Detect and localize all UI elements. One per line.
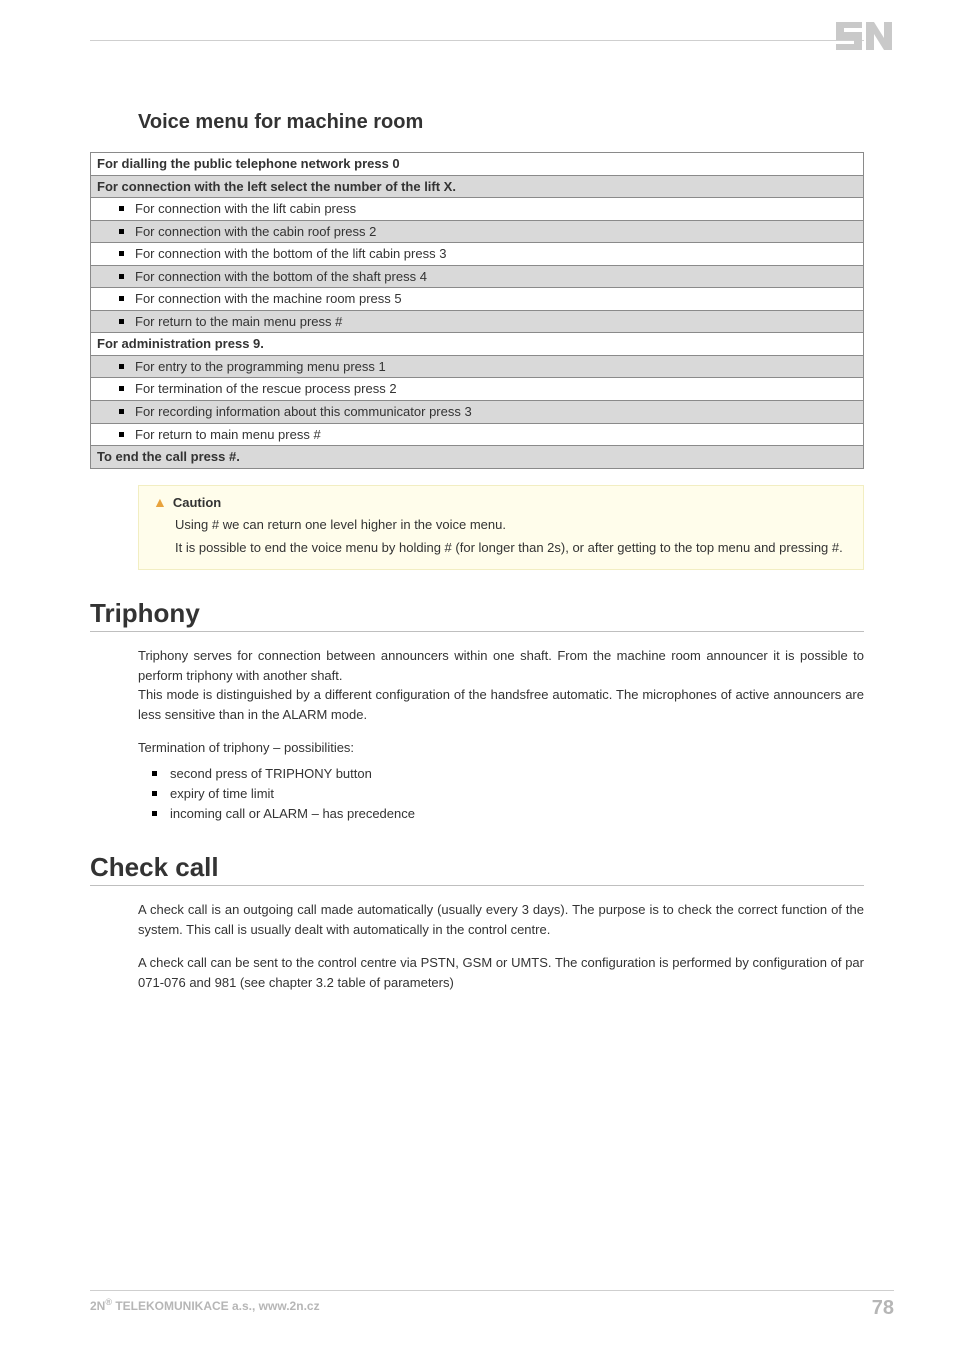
table-row: For return to main menu press # (91, 423, 864, 446)
triphony-heading: Triphony (90, 598, 864, 632)
triphony-para-2: This mode is distinguished by a differen… (138, 685, 864, 724)
table-cell: For connection with the left select the … (91, 175, 864, 198)
table-cell: For termination of the rescue process pr… (91, 378, 864, 401)
table-row: For dialling the public telephone networ… (91, 153, 864, 176)
table-item-text: For connection with the lift cabin press (97, 200, 356, 218)
bullet-icon (119, 274, 124, 279)
table-row: For connection with the left select the … (91, 175, 864, 198)
bullet-icon (119, 432, 124, 437)
caution-box: ▲ Caution Using # we can return one level… (138, 485, 864, 571)
triphony-bullet-list: second press of TRIPHONY buttonexpiry of… (138, 764, 864, 824)
table-item-text: For return to main menu press # (97, 426, 321, 444)
table-cell: To end the call press #. (91, 446, 864, 469)
table-cell: For dialling the public telephone networ… (91, 153, 864, 176)
caution-body: Using # we can return one level higher i… (153, 516, 849, 558)
table-cell: For connection with the bottom of the sh… (91, 265, 864, 288)
list-item: expiry of time limit (166, 784, 864, 804)
table-item-text: For termination of the rescue process pr… (97, 380, 397, 398)
table-row: For connection with the lift cabin press (91, 198, 864, 221)
bullet-icon (119, 229, 124, 234)
table-row: For administration press 9. (91, 333, 864, 356)
table-cell: For connection with the machine room pre… (91, 288, 864, 311)
table-row: For termination of the rescue process pr… (91, 378, 864, 401)
table-cell: For entry to the programming menu press … (91, 355, 864, 378)
table-item-text: For return to the main menu press # (97, 313, 342, 331)
table-row: For connection with the machine room pre… (91, 288, 864, 311)
table-item-text: For connection with the cabin roof press… (97, 223, 376, 241)
bullet-icon (119, 251, 124, 256)
table-cell: For connection with the bottom of the li… (91, 243, 864, 266)
table-item-text: For recording information about this com… (97, 403, 472, 421)
table-row: For connection with the bottom of the sh… (91, 265, 864, 288)
table-cell: For return to the main menu press # (91, 310, 864, 333)
checkcall-para-2: A check call can be sent to the control … (138, 953, 864, 992)
brand-logo (834, 20, 894, 54)
triphony-para-3: Termination of triphony – possibilities: (138, 738, 864, 758)
list-item: second press of TRIPHONY button (166, 764, 864, 784)
table-row: To end the call press #. (91, 446, 864, 469)
table-row: For recording information about this com… (91, 401, 864, 424)
table-item-text: For entry to the programming menu press … (97, 358, 386, 376)
footer-brand-rest: TELEKOMUNIKACE a.s., www.2n.cz (112, 1299, 320, 1313)
caution-title-text: Caution (173, 495, 221, 510)
top-rule (90, 40, 864, 41)
list-item: incoming call or ALARM – has precedence (166, 804, 864, 824)
checkcall-heading: Check call (90, 852, 864, 886)
footer-brand-prefix: 2N (90, 1299, 105, 1313)
bullet-icon (119, 386, 124, 391)
table-item-text: For connection with the bottom of the sh… (97, 268, 427, 286)
table-cell: For recording information about this com… (91, 401, 864, 424)
bullet-icon (119, 296, 124, 301)
bullet-icon (119, 364, 124, 369)
table-cell: For administration press 9. (91, 333, 864, 356)
voice-menu-table: For dialling the public telephone networ… (90, 152, 864, 469)
table-row: For entry to the programming menu press … (91, 355, 864, 378)
page-footer: 2N® TELEKOMUNIKACE a.s., www.2n.cz 78 (90, 1290, 894, 1320)
warning-icon: ▲ (153, 494, 167, 510)
footer-left: 2N® TELEKOMUNIKACE a.s., www.2n.cz (90, 1297, 320, 1320)
caution-line-1: Using # we can return one level higher i… (175, 516, 849, 535)
bullet-icon (119, 319, 124, 324)
checkcall-para-1: A check call is an outgoing call made au… (138, 900, 864, 939)
table-row: For connection with the bottom of the li… (91, 243, 864, 266)
table-cell: For return to main menu press # (91, 423, 864, 446)
page: Voice menu for machine room For dialling… (0, 0, 954, 1350)
table-row: For return to the main menu press # (91, 310, 864, 333)
triphony-para-1: Triphony serves for connection between a… (138, 646, 864, 685)
footer-registered-mark: ® (105, 1297, 112, 1307)
table-cell: For connection with the cabin roof press… (91, 220, 864, 243)
bullet-icon (119, 206, 124, 211)
caution-title: ▲ Caution (153, 494, 849, 510)
footer-page-number: 78 (872, 1297, 894, 1320)
table-item-text: For connection with the bottom of the li… (97, 245, 446, 263)
caution-line-2: It is possible to end the voice menu by … (175, 539, 849, 558)
table-row: For connection with the cabin roof press… (91, 220, 864, 243)
voice-menu-heading: Voice menu for machine room (138, 111, 864, 134)
bullet-icon (119, 409, 124, 414)
table-cell: For connection with the lift cabin press (91, 198, 864, 221)
table-item-text: For connection with the machine room pre… (97, 290, 402, 308)
